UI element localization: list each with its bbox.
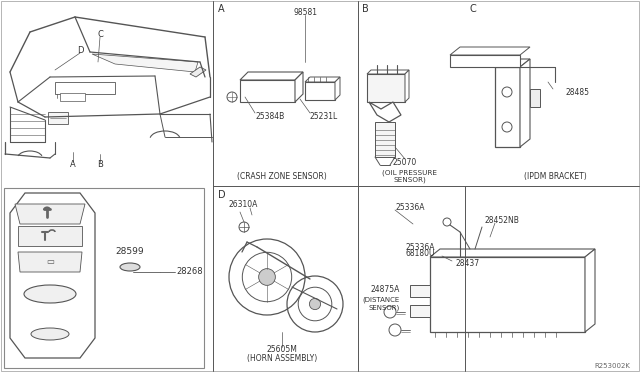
Text: (HORN ASSEMBLY): (HORN ASSEMBLY)	[247, 355, 317, 363]
Text: A: A	[70, 160, 76, 169]
Polygon shape	[335, 77, 340, 100]
Polygon shape	[190, 67, 206, 77]
Text: D: D	[218, 190, 226, 200]
Text: SENSOR): SENSOR)	[369, 305, 400, 311]
Bar	[367, 74, 405, 102]
Bar	[495, 67, 520, 147]
Text: 28268: 28268	[177, 267, 204, 276]
Bar	[305, 82, 335, 100]
Bar	[375, 122, 395, 157]
Ellipse shape	[24, 285, 76, 303]
Text: 68180U: 68180U	[406, 250, 435, 259]
Circle shape	[309, 298, 321, 310]
Bar	[530, 89, 540, 107]
Text: D: D	[77, 45, 83, 55]
Polygon shape	[92, 54, 198, 72]
Polygon shape	[18, 226, 82, 246]
Text: 24875A: 24875A	[371, 285, 400, 295]
Polygon shape	[495, 59, 530, 67]
Text: 28485: 28485	[565, 87, 589, 96]
Polygon shape	[295, 72, 303, 102]
Text: B: B	[97, 160, 103, 169]
Text: 28452NB: 28452NB	[484, 215, 520, 224]
Bar	[48, 112, 68, 124]
Polygon shape	[430, 249, 595, 257]
Text: 28437: 28437	[455, 260, 479, 269]
Text: C: C	[97, 29, 103, 38]
Polygon shape	[520, 59, 530, 147]
Text: (DISTANCE: (DISTANCE	[363, 297, 400, 303]
Polygon shape	[367, 70, 409, 74]
Text: (CRASH ZONE SENSOR): (CRASH ZONE SENSOR)	[237, 171, 327, 180]
Bar	[410, 285, 430, 297]
Text: 25070: 25070	[393, 157, 417, 167]
Bar	[4, 188, 204, 368]
Text: 25231L: 25231L	[310, 112, 339, 121]
Text: 28599: 28599	[116, 247, 144, 257]
Text: (OIL PRESSURE
SENSOR): (OIL PRESSURE SENSOR)	[383, 169, 438, 183]
Polygon shape	[15, 204, 85, 224]
Text: 26310A: 26310A	[228, 199, 258, 208]
Bar	[60, 93, 85, 101]
Polygon shape	[450, 47, 530, 55]
Text: B: B	[362, 4, 369, 14]
Ellipse shape	[120, 263, 140, 271]
Text: 25336A: 25336A	[406, 243, 435, 251]
Text: 25384B: 25384B	[255, 112, 284, 121]
Polygon shape	[585, 249, 595, 332]
Bar	[430, 257, 585, 332]
Circle shape	[259, 269, 275, 285]
Polygon shape	[10, 193, 95, 358]
Text: 25336A: 25336A	[395, 202, 424, 212]
Text: 98581: 98581	[293, 7, 317, 16]
Text: ▭: ▭	[46, 257, 54, 266]
Bar	[450, 55, 520, 67]
Polygon shape	[369, 102, 401, 122]
Polygon shape	[240, 72, 303, 80]
Bar	[55, 82, 115, 94]
Text: 25605M: 25605M	[267, 346, 298, 355]
Polygon shape	[18, 252, 82, 272]
Text: R253002K: R253002K	[594, 363, 630, 369]
Text: (IPDM BRACKET): (IPDM BRACKET)	[524, 171, 586, 180]
Bar	[240, 80, 295, 102]
Polygon shape	[305, 77, 340, 82]
Text: C: C	[470, 4, 477, 14]
Bar	[410, 305, 430, 317]
Polygon shape	[405, 70, 409, 102]
Ellipse shape	[31, 328, 69, 340]
Text: A: A	[218, 4, 225, 14]
